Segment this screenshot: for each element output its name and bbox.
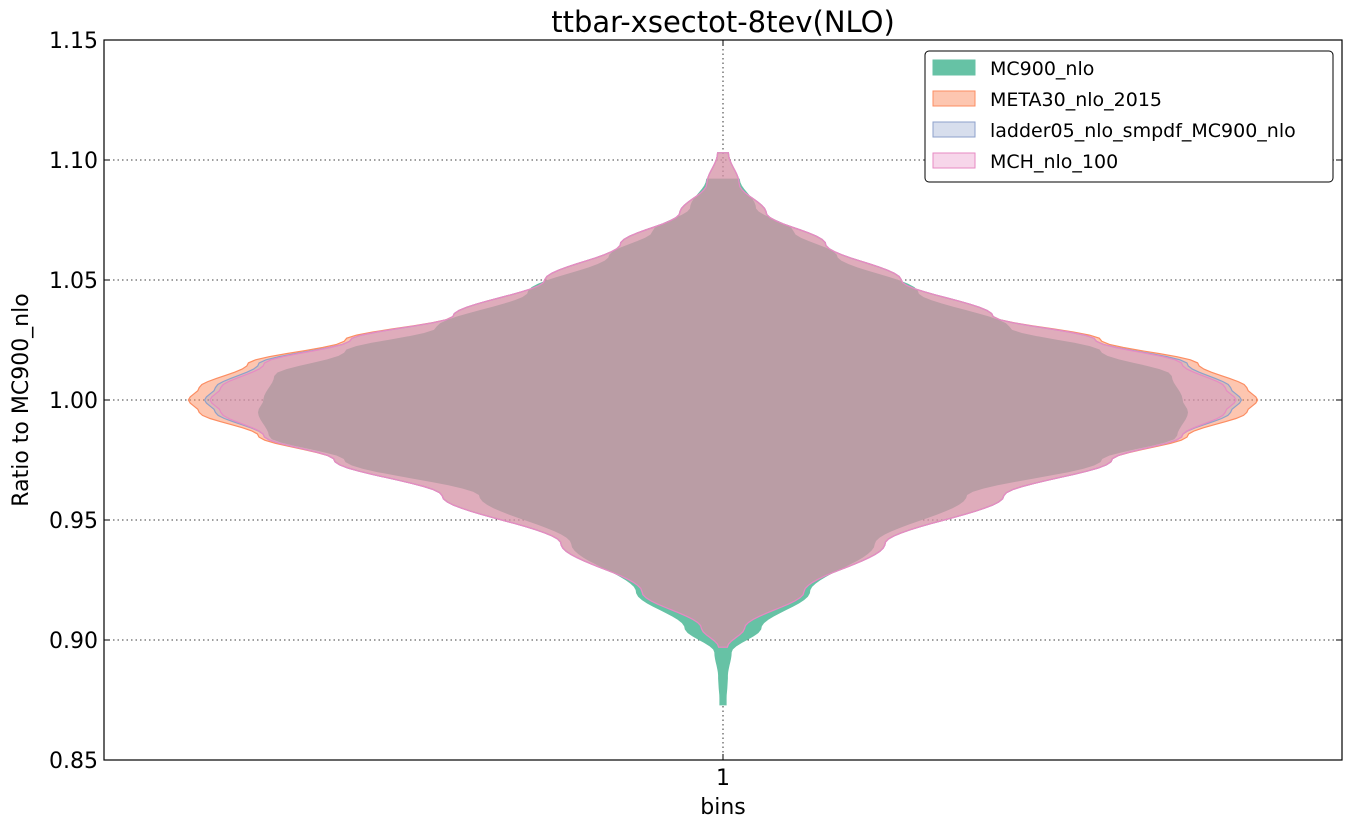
legend-swatch	[932, 121, 976, 138]
legend-box	[924, 50, 1334, 183]
legend-label: ladder05_nlo_smpdf_MC900_nlo	[990, 120, 1296, 142]
chart-title: ttbar-xsectot-8tev(NLO)	[551, 5, 895, 39]
legend: MC900_nlo META30_nlo_2015 ladder05_nlo_smp…	[924, 50, 1334, 183]
legend-label: META30_nlo_2015	[990, 89, 1162, 111]
y-tick-label: 1.05	[49, 269, 98, 294]
legend-label: MCH_nlo_100	[990, 151, 1118, 173]
y-tick-label: 1.00	[49, 389, 98, 414]
x-axis-ticks: 1	[716, 40, 730, 791]
y-tick-label: 0.90	[49, 629, 98, 654]
y-tick-label: 1.10	[49, 149, 98, 174]
y-tick-label: 1.15	[49, 29, 98, 54]
y-tick-label: 0.85	[49, 749, 98, 774]
legend-swatch	[932, 90, 976, 107]
y-axis-ticks: 0.85 0.90 0.95 1.00 1.05 1.10 1.15	[49, 29, 1342, 774]
violin-series	[187, 152, 1259, 706]
y-axis-label: Ratio to MC900_nlo	[9, 293, 34, 506]
x-tick-label: 1	[716, 766, 730, 791]
legend-swatch	[932, 59, 976, 76]
violin-MCH_nlo_100	[209, 152, 1237, 648]
legend-swatch	[932, 152, 976, 169]
x-axis-label: bins	[700, 795, 745, 820]
y-tick-label: 0.95	[49, 509, 98, 534]
legend-label: MC900_nlo	[990, 58, 1094, 80]
